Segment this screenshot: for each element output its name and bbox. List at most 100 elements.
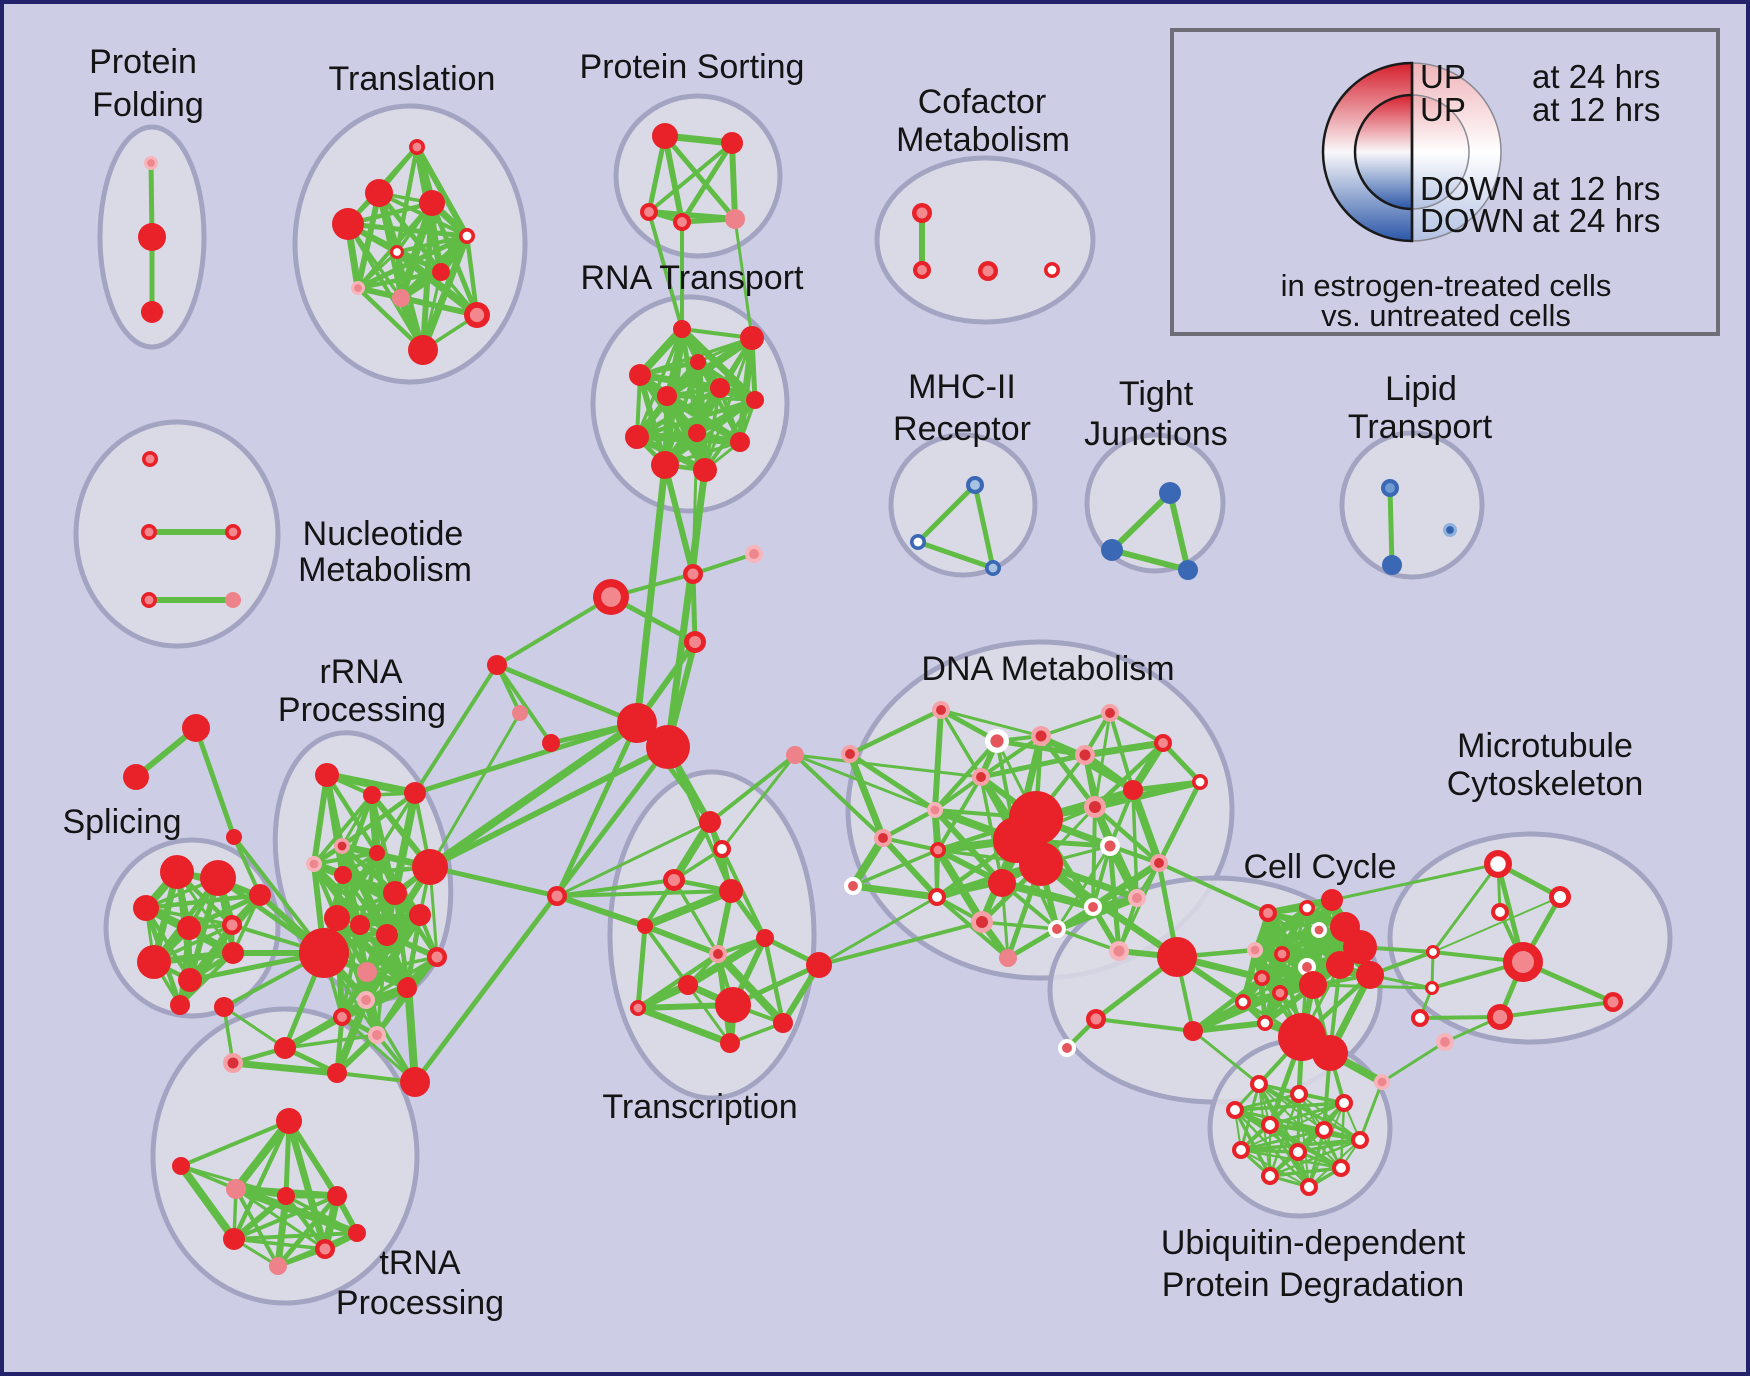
node-r (400, 977, 416, 993)
legend-row-time: at 24 hrs (1532, 58, 1660, 95)
edge (634, 397, 758, 440)
node-r (657, 386, 677, 406)
edge (339, 790, 418, 849)
node-center-pp (1250, 945, 1260, 955)
node-center-wr (1104, 840, 1116, 852)
node-r (1299, 971, 1327, 999)
edge (428, 711, 522, 869)
legend-note-line-0: in estrogen-treated cells (1281, 268, 1612, 303)
edge (1240, 1149, 1310, 1188)
cluster-label-rrna-processing-line-0: rRNA (319, 653, 402, 691)
node-r (214, 997, 234, 1017)
edge (933, 775, 983, 812)
node-r (1157, 937, 1197, 977)
node-r (409, 904, 431, 926)
cluster-label-mhc-ii-receptor-line-1: Receptor (893, 410, 1031, 448)
edge (1129, 786, 1163, 867)
node-pk (999, 949, 1017, 967)
edge (413, 663, 499, 795)
edge (1093, 711, 1112, 809)
edge (939, 708, 983, 779)
edge (635, 923, 648, 1011)
cluster-ellipse-mhc-ii-receptor (888, 432, 1038, 578)
node-pk (269, 1257, 287, 1275)
node-center-rp (1277, 949, 1287, 959)
node-center-pp (309, 859, 319, 869)
edge (663, 392, 744, 446)
edge (1296, 1138, 1362, 1154)
node-r (699, 811, 721, 833)
node-r (1343, 930, 1377, 964)
edge (846, 750, 887, 842)
node-r (721, 132, 743, 154)
node-center-pr (1154, 858, 1164, 868)
edge (1036, 859, 1181, 961)
edge (934, 846, 986, 926)
node-r (138, 223, 166, 251)
node-center-rw (1336, 1163, 1346, 1173)
edge (232, 1237, 327, 1251)
cluster-label-ubiquitin-degradation-line-0: Ubiquitin-dependent (1161, 1224, 1466, 1262)
edge (323, 771, 419, 797)
cluster-label-mhc-ii-receptor-line-0: MHC-II (908, 368, 1016, 406)
edge (847, 707, 944, 757)
node-center-pr (976, 772, 986, 782)
edge (1190, 1020, 1268, 1034)
node-r (226, 829, 242, 845)
node-r (222, 942, 244, 964)
edge (647, 210, 684, 331)
node-center-rp (144, 595, 154, 605)
node-r (365, 179, 393, 207)
legend-row-direction: DOWN (1420, 202, 1524, 239)
edge (642, 923, 721, 957)
legend-row-direction: UP (1420, 91, 1466, 128)
legend-note-line-1: vs. untreated cells (1321, 298, 1571, 333)
edge (333, 996, 370, 1077)
node-b (1101, 539, 1123, 561)
node-center-rp (982, 265, 994, 277)
node-center-wr (1062, 1043, 1072, 1053)
edge (1268, 1166, 1343, 1178)
edge (1094, 1017, 1195, 1033)
node-center-pp (361, 995, 371, 1005)
node-center-rw (1495, 907, 1505, 917)
node-r (223, 1228, 245, 1250)
cluster-label-tight-junctions-line-1: Junctions (1084, 415, 1228, 453)
node-r (1326, 951, 1354, 979)
edge (641, 887, 735, 930)
edge (1039, 711, 1112, 738)
edge (375, 791, 417, 855)
cluster-label-cofactor-metabolism-line-1: Metabolism (896, 121, 1070, 159)
node-r (324, 905, 350, 931)
node-center-rw (1230, 1105, 1240, 1115)
node-pk (225, 592, 241, 608)
edge (1310, 897, 1335, 988)
node-center-rp (1158, 738, 1168, 748)
node-center-rw (1260, 1018, 1270, 1028)
node-r (332, 208, 364, 240)
node-center-pr (1088, 800, 1102, 814)
node-r (637, 918, 653, 934)
node-r (363, 786, 381, 804)
edge (881, 836, 940, 852)
edge (1279, 905, 1310, 957)
edge (356, 250, 399, 290)
edge (495, 663, 553, 745)
edge (915, 482, 978, 545)
edge (1431, 862, 1500, 954)
node-center-pr (845, 749, 855, 759)
edge (665, 394, 757, 402)
cluster-ellipse-microtubule-cytoskeleton (1387, 831, 1673, 1045)
edge (179, 1119, 291, 1168)
node-center-rp (1257, 973, 1267, 983)
node-r (625, 425, 649, 449)
edge (1108, 788, 1135, 848)
node-r (334, 866, 352, 884)
node-center-rw (1293, 1147, 1303, 1157)
edge (980, 920, 1059, 931)
node-r (123, 764, 149, 790)
node-center-rw (1429, 948, 1437, 956)
node-r (988, 869, 1016, 897)
node-r (542, 734, 560, 752)
edge (1091, 805, 1097, 909)
